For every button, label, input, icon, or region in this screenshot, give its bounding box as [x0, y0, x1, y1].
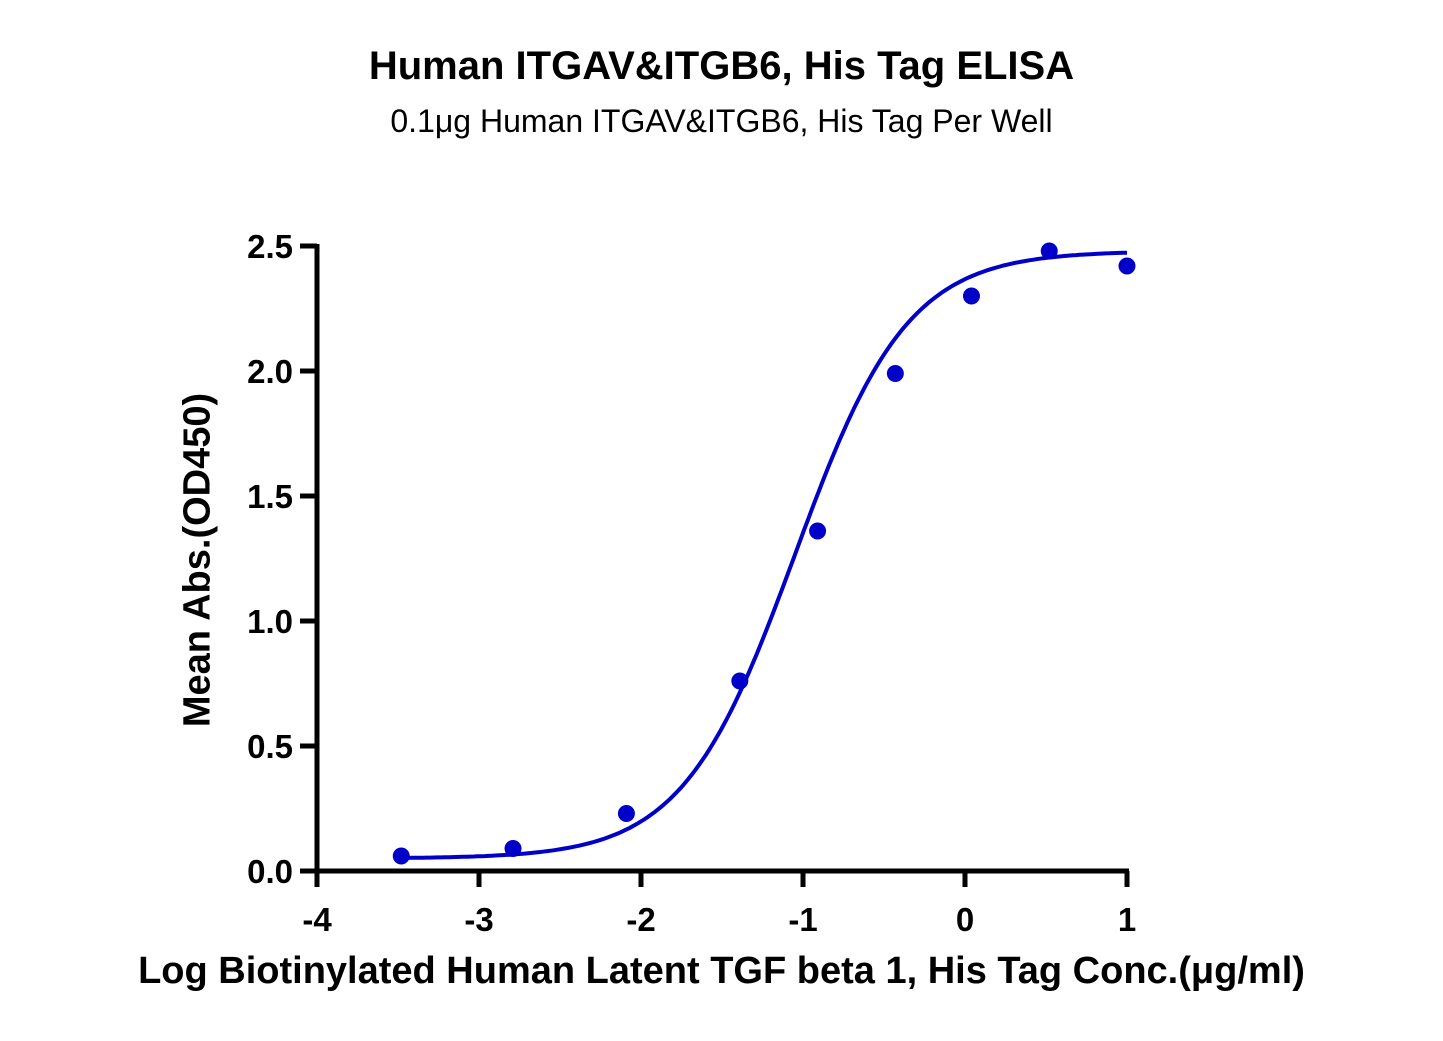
fit-curve — [401, 250, 1128, 860]
y-tick-label: 0.0 — [247, 853, 293, 890]
fit-curve-path — [401, 250, 1128, 860]
data-points — [392, 242, 1136, 865]
axes: 0.0 0.5 1.0 1.5 2.0 2.5 -4 -3 -2 -1 0 1 — [247, 228, 1136, 938]
x-tick-label: -4 — [302, 901, 332, 938]
data-point — [1040, 242, 1058, 260]
chart-title: Human ITGAV&ITGB6, His Tag ELISA — [368, 44, 1075, 88]
x-tick-label: -1 — [788, 901, 817, 938]
y-tick-label: 1.0 — [247, 603, 293, 640]
y-tick-label: 2.5 — [247, 228, 293, 265]
data-point — [617, 805, 635, 822]
x-tick-label: 1 — [1118, 901, 1136, 938]
data-point — [731, 672, 749, 690]
x-tick-label: -3 — [464, 901, 493, 938]
data-point — [392, 847, 410, 865]
data-point — [1118, 257, 1136, 275]
y-tick-label: 0.5 — [247, 728, 293, 765]
x-tick-label: -2 — [626, 901, 655, 938]
chart-subtitle: 0.1μg Human ITGAV&ITGB6, His Tag Per Wel… — [390, 103, 1053, 139]
y-tick-label: 2.0 — [247, 353, 293, 390]
data-point — [962, 287, 980, 305]
data-point — [809, 522, 827, 540]
x-axis-label: Log Biotinylated Human Latent TGF beta 1… — [138, 950, 1305, 992]
y-tick-label: 1.5 — [247, 478, 293, 515]
x-tick-label: 0 — [956, 901, 974, 938]
data-point — [886, 365, 904, 382]
data-point — [504, 840, 522, 857]
